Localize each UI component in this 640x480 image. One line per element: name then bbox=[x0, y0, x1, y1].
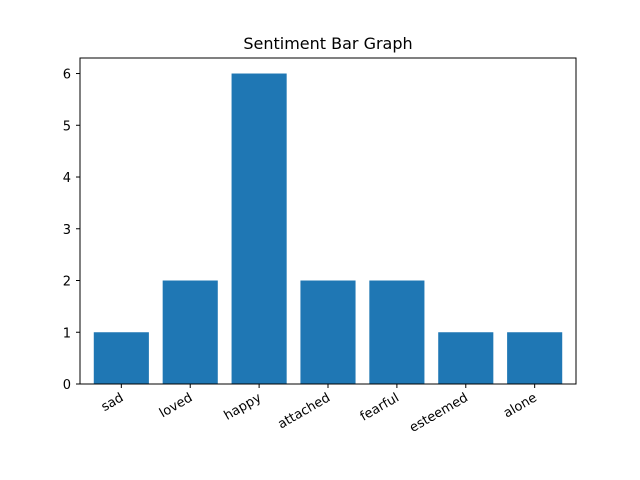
bar-esteemed bbox=[438, 332, 494, 384]
y-tick-label: 0 bbox=[63, 378, 71, 393]
y-tick-label: 2 bbox=[63, 275, 71, 290]
bar-fearful bbox=[369, 280, 425, 384]
bar-alone bbox=[507, 332, 563, 384]
bar-happy bbox=[231, 73, 287, 385]
y-tick-label: 5 bbox=[63, 119, 71, 134]
y-tick-label: 1 bbox=[63, 326, 71, 341]
bar-attached bbox=[300, 280, 356, 384]
y-axis: 0 1 2 3 4 5 6 bbox=[63, 68, 80, 393]
plot-frame bbox=[79, 57, 577, 385]
y-tick-label: 4 bbox=[63, 171, 71, 186]
bar-sad bbox=[93, 332, 149, 384]
y-tick-label: 3 bbox=[63, 223, 71, 238]
bars-layer bbox=[93, 73, 563, 385]
y-tick-label: 6 bbox=[63, 68, 71, 83]
bar-loved bbox=[162, 280, 218, 384]
chart-title: Sentiment Bar Graph bbox=[243, 34, 412, 53]
